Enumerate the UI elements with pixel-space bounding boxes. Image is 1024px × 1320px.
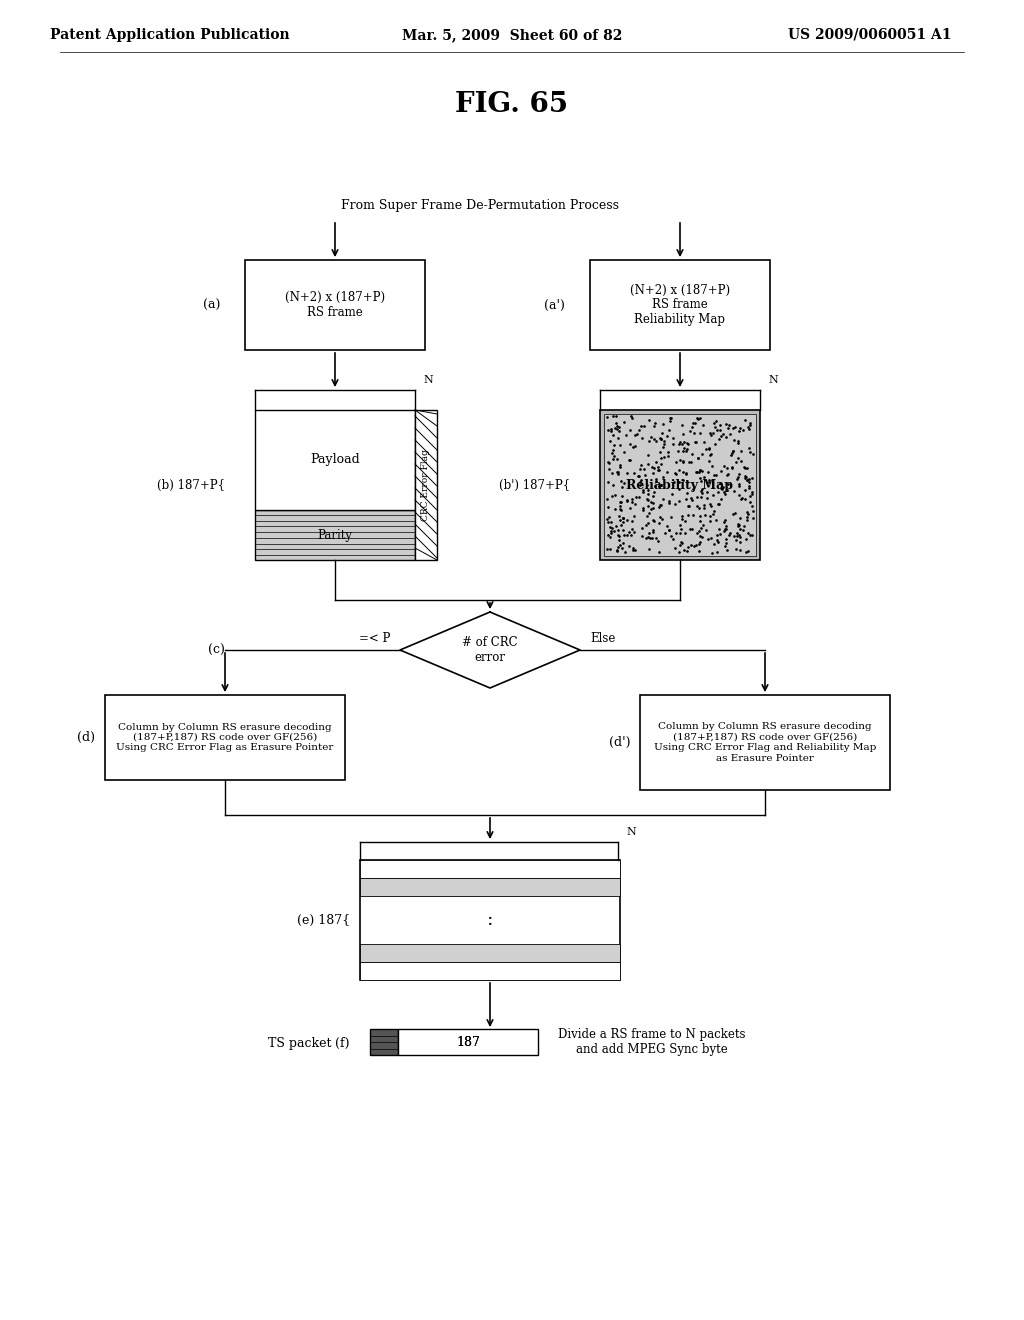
Point (683, 451, 699, 473)
Point (717, 483, 733, 504)
Point (707, 433, 723, 454)
Point (639, 506, 655, 527)
Point (615, 519, 632, 540)
Text: (d): (d) (77, 731, 95, 744)
Point (673, 519, 689, 540)
Point (672, 515, 688, 536)
Point (707, 417, 723, 438)
Point (604, 486, 621, 507)
Point (742, 412, 759, 433)
Point (693, 487, 710, 508)
Point (641, 539, 657, 560)
Point (710, 494, 726, 515)
Point (618, 490, 635, 511)
Point (685, 413, 701, 434)
Point (722, 424, 738, 445)
Point (615, 473, 632, 494)
Point (628, 486, 644, 507)
Text: Column by Column RS erasure decoding
(187+P,187) RS code over GF(256)
Using CRC : Column by Column RS erasure decoding (18… (117, 722, 334, 752)
Text: N: N (423, 375, 433, 385)
Point (626, 506, 642, 527)
Point (604, 440, 621, 461)
Point (691, 510, 708, 531)
Point (611, 491, 628, 512)
Point (710, 532, 726, 553)
Point (719, 479, 735, 500)
Point (725, 441, 741, 462)
Point (606, 417, 623, 438)
Point (599, 508, 615, 529)
Point (673, 535, 689, 556)
Point (740, 437, 757, 458)
Point (648, 469, 665, 490)
Bar (600, 411, 760, 560)
Point (612, 471, 629, 492)
Point (693, 483, 710, 504)
Point (622, 420, 638, 441)
Point (683, 519, 699, 540)
Point (627, 425, 643, 446)
Point (700, 461, 717, 482)
Point (701, 444, 718, 465)
Point (624, 511, 640, 532)
Point (709, 411, 725, 432)
Point (738, 467, 755, 488)
Point (680, 504, 696, 525)
Point (633, 416, 649, 437)
Point (645, 498, 662, 519)
Point (626, 521, 642, 543)
Point (721, 414, 737, 436)
Point (601, 527, 617, 548)
Point (679, 540, 695, 561)
Point (700, 450, 717, 471)
Point (600, 420, 616, 441)
Point (705, 422, 721, 444)
Point (677, 523, 693, 544)
Point (671, 441, 687, 462)
Point (645, 486, 662, 507)
Point (692, 532, 709, 553)
Point (618, 491, 635, 512)
Point (609, 449, 626, 470)
Point (690, 408, 707, 429)
Point (644, 519, 660, 540)
Point (643, 491, 659, 512)
Point (618, 524, 635, 545)
Point (635, 480, 651, 502)
Point (743, 467, 760, 488)
Point (641, 527, 657, 548)
Point (716, 521, 732, 543)
Point (616, 541, 633, 562)
Point (662, 492, 678, 513)
Point (633, 470, 649, 491)
Point (639, 495, 655, 516)
Point (612, 499, 629, 520)
Point (643, 426, 659, 447)
Point (688, 462, 705, 483)
Point (635, 480, 651, 502)
Point (714, 477, 730, 498)
Point (606, 520, 623, 541)
Point (695, 414, 712, 436)
Point (600, 511, 616, 532)
Point (717, 517, 733, 539)
Point (620, 462, 636, 483)
Text: Column by Column RS erasure decoding
(187+P,187) RS code over GF(256)
Using CRC : Column by Column RS erasure decoding (18… (653, 722, 877, 763)
Point (633, 454, 649, 475)
Point (675, 450, 691, 471)
Point (666, 433, 682, 454)
Point (730, 466, 746, 487)
Point (604, 442, 621, 463)
Point (641, 409, 657, 430)
Point (695, 466, 712, 487)
Bar (255, 411, 415, 510)
Point (613, 515, 630, 536)
Point (653, 508, 670, 529)
Point (679, 433, 695, 454)
Text: Mar. 5, 2009  Sheet 60 of 82: Mar. 5, 2009 Sheet 60 of 82 (401, 28, 623, 42)
Point (612, 492, 629, 513)
Point (671, 433, 687, 454)
Point (668, 523, 684, 544)
Point (615, 508, 632, 529)
Point (710, 524, 726, 545)
